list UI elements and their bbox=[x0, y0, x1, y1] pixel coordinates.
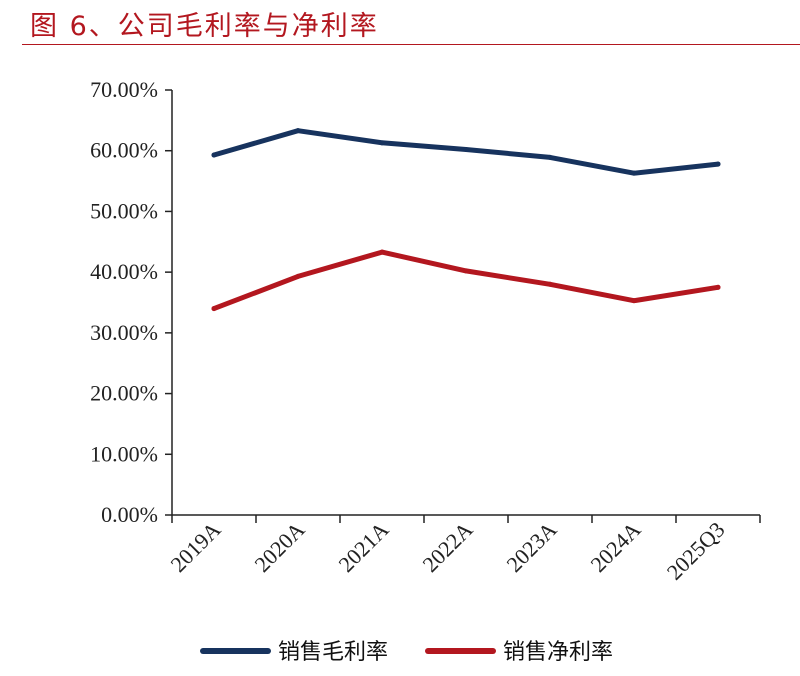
data-point bbox=[295, 128, 301, 134]
y-tick-label: 50.00% bbox=[90, 198, 158, 223]
data-point bbox=[715, 284, 721, 290]
y-tick-label: 70.00% bbox=[90, 77, 158, 102]
x-tick-label: 2019A bbox=[166, 517, 226, 577]
data-point bbox=[463, 268, 469, 274]
chart-series bbox=[211, 128, 721, 312]
chart-axes bbox=[171, 90, 760, 516]
figure-title-bar: 图 6、公司毛利率与净利率 bbox=[0, 0, 800, 46]
y-tick-label: 40.00% bbox=[90, 259, 158, 284]
x-tick-label: 2025Q3 bbox=[662, 517, 730, 585]
data-point bbox=[547, 281, 553, 287]
data-point bbox=[715, 161, 721, 167]
data-point bbox=[295, 273, 301, 279]
data-point bbox=[211, 152, 217, 158]
data-point bbox=[379, 140, 385, 146]
legend-label-2: 销售净利率 bbox=[503, 640, 613, 665]
x-tick-label: 2023A bbox=[502, 517, 562, 577]
chart-legend: 销售毛利率 销售净利率 bbox=[200, 640, 613, 665]
x-axis-ticks: 2019A 2020A 2021A 2022A 2023A 2024A 2025Q3 bbox=[166, 515, 761, 585]
figure-title: 图 6、公司毛利率与净利率 bbox=[30, 11, 379, 42]
series-line-2 bbox=[211, 249, 721, 312]
data-point bbox=[211, 306, 217, 312]
data-point bbox=[547, 154, 553, 160]
x-tick-label: 2024A bbox=[586, 517, 646, 577]
x-tick-label: 2022A bbox=[418, 517, 478, 577]
y-tick-label: 10.00% bbox=[90, 441, 158, 466]
y-tick-label: 20.00% bbox=[90, 381, 158, 406]
x-tick-label: 2021A bbox=[334, 517, 394, 577]
data-point bbox=[631, 170, 637, 176]
legend-label-1: 销售毛利率 bbox=[278, 640, 388, 665]
title-divider bbox=[22, 44, 800, 45]
y-tick-label: 30.00% bbox=[90, 320, 158, 345]
data-point bbox=[463, 147, 469, 152]
x-tick-label: 2020A bbox=[250, 517, 310, 577]
y-tick-label: 0.00% bbox=[101, 502, 158, 527]
data-point bbox=[631, 298, 637, 304]
y-tick-label: 60.00% bbox=[90, 138, 158, 163]
data-point bbox=[379, 249, 385, 255]
y-axis-ticks: 0.00% 10.00% 20.00% 30.00% 40.00% 50.00% 60.00… bbox=[90, 77, 172, 527]
